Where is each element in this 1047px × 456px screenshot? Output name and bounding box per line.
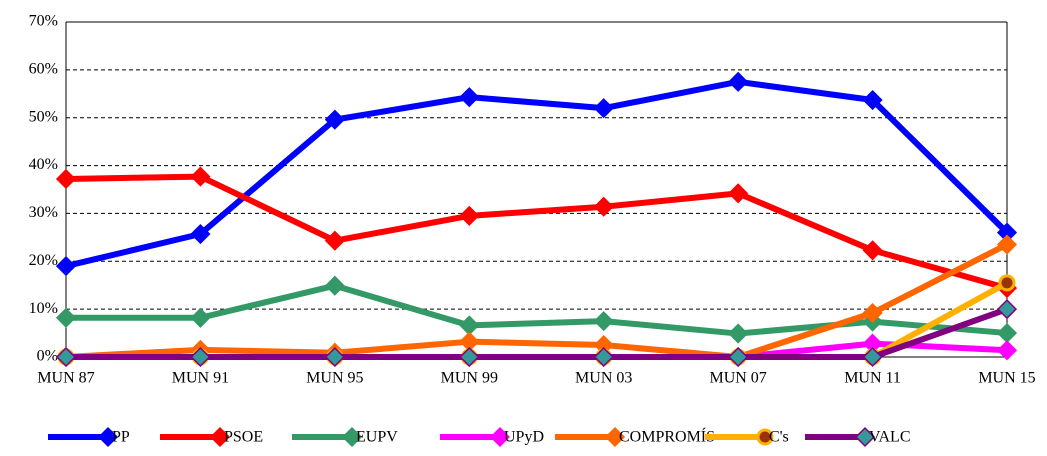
x-tick-label: MUN 87 — [37, 370, 94, 387]
data-point — [593, 346, 614, 368]
legend-label: EUPV — [356, 429, 398, 446]
data-point — [998, 274, 1016, 292]
data-point — [324, 109, 345, 130]
legend-marker — [209, 426, 231, 448]
legend-marker — [97, 426, 119, 448]
data-point — [55, 346, 77, 368]
y-tick-label: 40% — [29, 156, 58, 173]
x-tick-label: MUN 03 — [575, 370, 632, 387]
data-point — [862, 240, 883, 261]
data-point — [55, 256, 77, 277]
data-point — [862, 89, 883, 111]
x-tick-label: MUN 91 — [172, 370, 229, 387]
data-point — [593, 98, 614, 119]
y-tick-label: 0% — [37, 348, 58, 365]
data-point — [593, 311, 614, 332]
legend-label: COMPROMÍS — [619, 427, 715, 446]
data-point — [728, 71, 749, 92]
legend-label: VALC — [869, 429, 911, 446]
data-point — [324, 275, 345, 296]
data-point — [190, 223, 211, 245]
data-point — [593, 196, 614, 217]
data-point — [190, 307, 211, 328]
legend-marker — [756, 428, 774, 446]
x-tick-label: MUN 99 — [441, 370, 498, 387]
data-point — [190, 166, 211, 187]
data-point — [728, 323, 749, 344]
data-point — [459, 205, 480, 226]
y-tick-label: 10% — [29, 300, 58, 317]
data-point — [459, 87, 480, 108]
x-tick-label: MUN 15 — [978, 370, 1035, 387]
series-line — [65, 241, 1009, 360]
data-point — [324, 230, 345, 251]
data-point — [728, 183, 749, 204]
data-point — [55, 168, 77, 190]
series-line — [65, 78, 1010, 269]
data-point — [996, 234, 1018, 255]
series-line — [66, 282, 1008, 337]
data-point — [459, 346, 480, 368]
data-point — [996, 340, 1018, 361]
data-point — [324, 346, 345, 368]
legend-label: UPyD — [504, 429, 544, 446]
legend-marker — [854, 426, 876, 448]
legend-label: PSOE — [224, 429, 263, 446]
y-tick-label: 60% — [29, 61, 58, 78]
legend-label: PP — [112, 429, 130, 446]
y-tick-label: 70% — [29, 13, 58, 30]
data-point — [55, 307, 77, 328]
data-point — [190, 346, 211, 368]
data-point — [996, 323, 1018, 344]
legend-label: C's — [769, 429, 789, 446]
x-tick-label: MUN 95 — [306, 370, 363, 387]
y-tick-label: 50% — [29, 108, 58, 125]
data-point — [996, 299, 1018, 320]
data-point — [728, 346, 749, 368]
y-tick-label: 20% — [29, 252, 58, 269]
legend-marker — [341, 426, 363, 448]
x-tick-label: MUN 07 — [709, 370, 766, 387]
series-line — [65, 173, 1008, 291]
x-tick-label: MUN 11 — [844, 370, 901, 387]
data-point — [862, 346, 883, 368]
data-point — [862, 302, 883, 324]
series-line — [66, 306, 1009, 360]
legend-marker — [604, 426, 626, 448]
y-tick-label: 30% — [29, 204, 58, 221]
legend-marker — [489, 426, 511, 448]
